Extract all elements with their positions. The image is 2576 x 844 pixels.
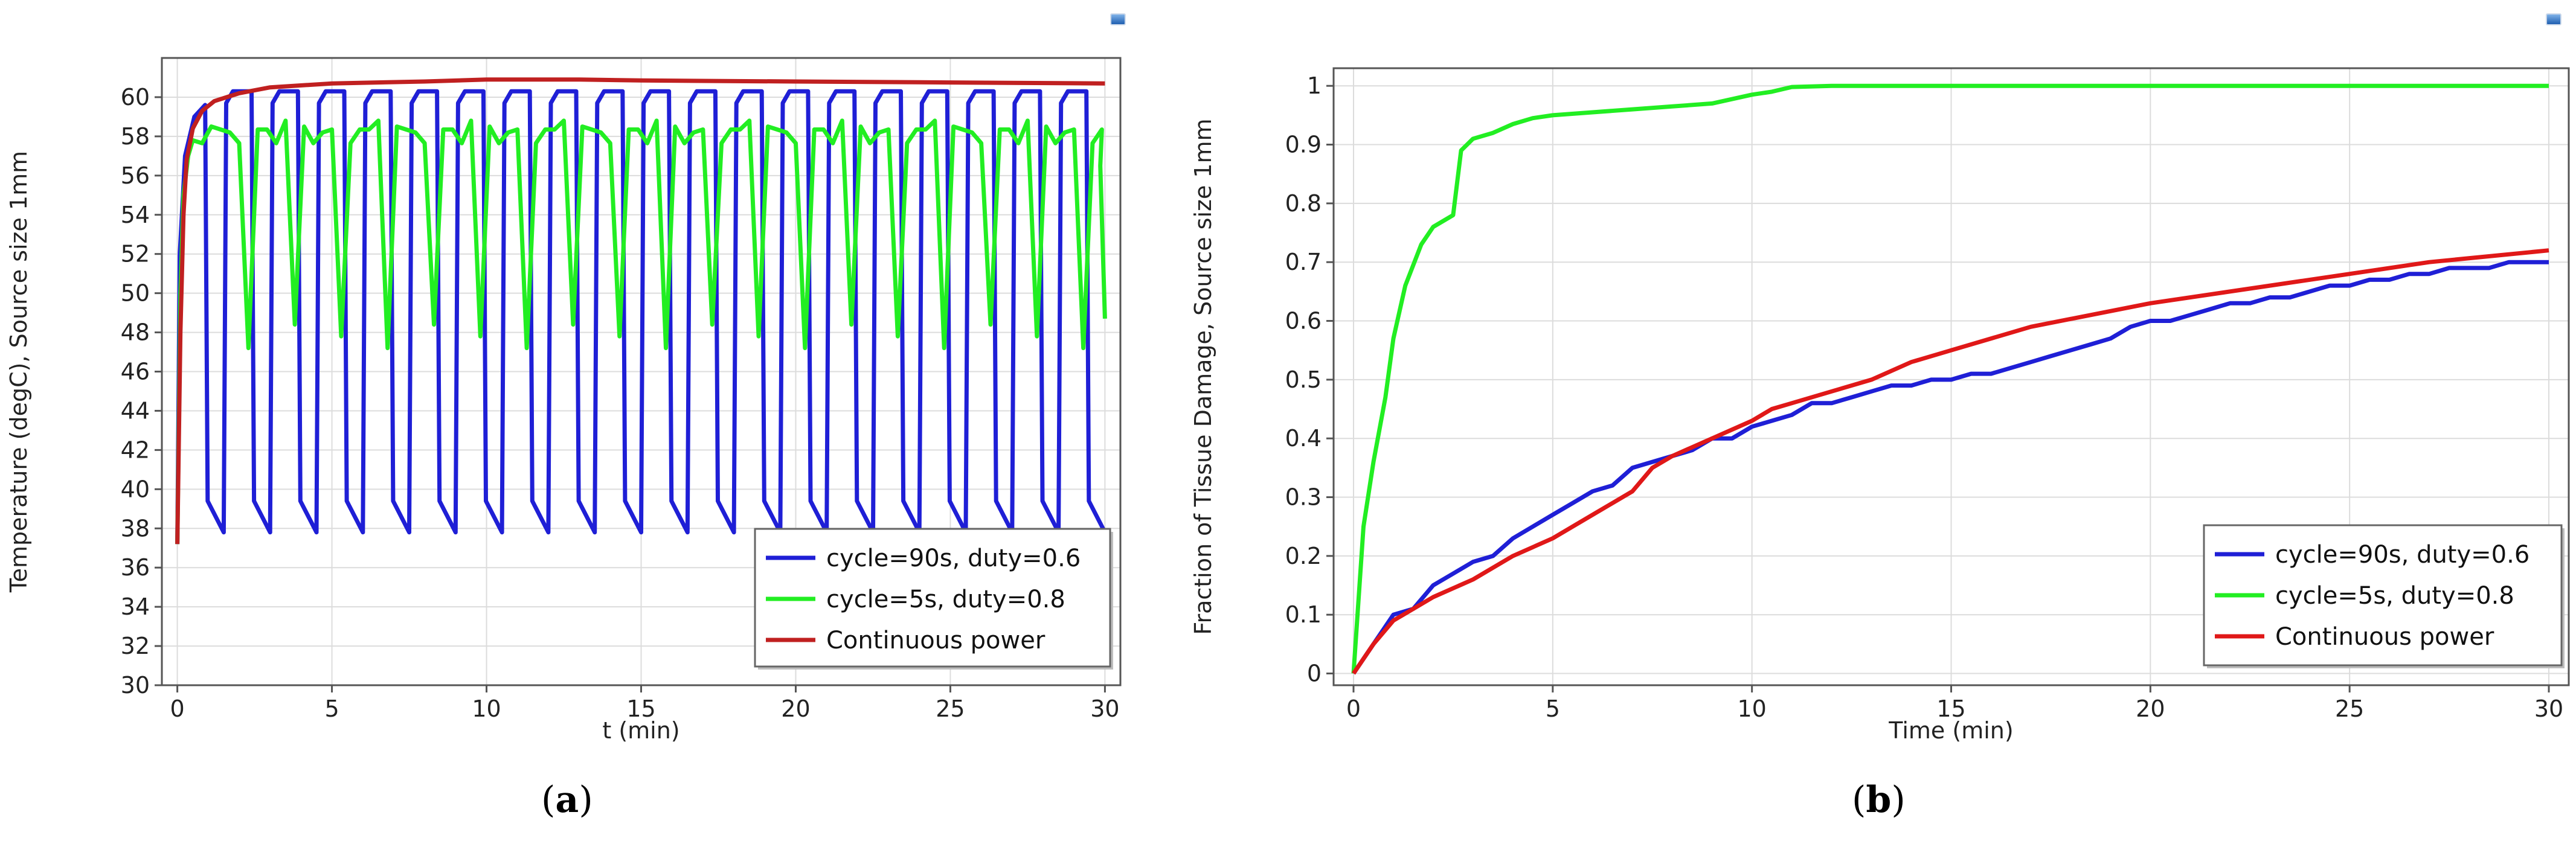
y-tick-label: 36 [121,554,150,581]
x-tick-label: 25 [2335,695,2364,722]
x-tick-label: 5 [324,695,339,722]
series-line-2 [175,118,1107,545]
panel-a-paren-close: ) [579,779,593,821]
x-tick-label: 10 [1737,695,1766,722]
y-tick-label: 30 [121,672,150,699]
panel-b-letter: b [1866,779,1892,821]
y-tick-label: 32 [121,633,150,659]
y-tick-label: 0.2 [1285,543,1322,569]
panel-b-label: (b) [1852,779,1906,821]
x-axis-label: Time (min) [1888,717,2013,744]
series-line-3 [175,77,1105,545]
y-tick-label: 42 [121,436,150,463]
y-tick-label: 60 [121,84,150,110]
legend-entry-2: cycle=5s, duty=0.8 [826,586,1065,613]
y-tick-label: 0.7 [1285,249,1322,275]
x-tick-label: 20 [781,695,810,722]
x-tick-label: 10 [472,695,501,722]
chart-b: 0 5 10 15 20 25 30 0 0.1 0.2 0.3 0.4 0.5 0.6 0.7 0.8 0.9… [1190,67,2570,744]
x-tick-label: 30 [1090,695,1119,722]
series-line-2 [1351,83,2549,674]
panel-b-paren-close: ) [1891,779,1906,821]
chart-a: 0 5 10 15 20 25 30 30 32 34 36 38 40 42 44 46 48 50 52 54 56… [5,57,1122,744]
x-tick-label: 15 [626,695,655,722]
y-tick-label: 0.4 [1285,425,1322,452]
y-tick-label: 38 [121,515,150,542]
y-tick-label: 40 [121,476,150,502]
y-tick-label: 54 [121,202,150,228]
legend-entry-3: Continuous power [826,627,1045,654]
x-tick-label: 0 [1346,695,1361,722]
panel-a-letter: a [555,779,579,821]
legend-entry-1: cycle=90s, duty=0.6 [2275,541,2529,569]
y-tick-label: 46 [121,359,150,385]
x-tick-label: 25 [936,695,965,722]
series-line-3 [1352,248,2549,675]
y-tick-label: 0 [1307,660,1322,687]
series-line-1 [175,89,1107,545]
y-tick-label: 0.3 [1285,484,1322,511]
legend-entry-3: Continuous power [2275,623,2494,651]
x-tick-label: 5 [1546,695,1560,722]
y-tick-label: 56 [121,162,150,189]
plot-a-window-icon[interactable] [1110,13,1126,25]
y-tick-label: 1 [1307,72,1322,99]
y-tick-label: 50 [121,280,150,307]
panel-b-paren-open: ( [1852,779,1866,821]
x-tick-label: 0 [170,695,185,722]
y-axis-label: Temperature (degC), Source size 1mm [5,151,32,593]
legend-entry-2: cycle=5s, duty=0.8 [2275,582,2514,610]
plot-b-window-icon[interactable] [2546,13,2562,25]
y-axis-label: Fraction of Tissue Damage, Source size 1… [1190,118,1216,635]
x-tick-label: 30 [2534,695,2563,722]
x-tick-label: 15 [1936,695,1965,722]
y-tick-label: 58 [121,123,150,150]
x-axis-label: t (min) [602,717,679,744]
x-tick-label: 20 [2136,695,2165,722]
y-tick-label: 0.5 [1285,366,1322,393]
series-line-1 [1352,260,2549,675]
y-tick-label: 0.1 [1285,601,1322,628]
y-tick-label: 0.6 [1285,308,1322,334]
y-tick-label: 52 [121,241,150,267]
legend-entry-1: cycle=90s, duty=0.6 [826,545,1081,572]
y-tick-label: 48 [121,319,150,346]
panel-a-paren-open: ( [541,779,556,821]
panel-a-label: (a) [541,779,593,821]
y-tick-label: 0.8 [1285,190,1322,217]
y-tick-label: 0.9 [1285,132,1322,158]
y-tick-label: 44 [121,397,150,424]
y-tick-label: 34 [121,593,150,620]
